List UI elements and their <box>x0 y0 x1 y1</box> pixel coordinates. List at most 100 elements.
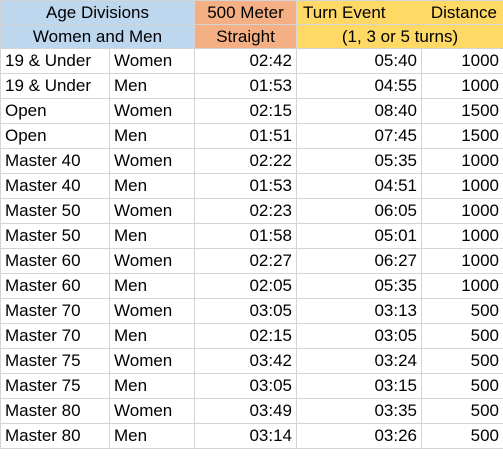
gender-cell[interactable]: Men <box>109 223 195 249</box>
straight-time-cell[interactable]: 03:05 <box>194 298 297 324</box>
distance-cell[interactable]: 1000 <box>420 148 503 174</box>
gender-cell[interactable]: Men <box>109 73 195 99</box>
table-row: Master 60 Women 02:27 06:27 1000 <box>0 248 503 274</box>
gender-cell[interactable]: Women <box>109 198 195 224</box>
turn-time-cell[interactable]: 03:26 <box>296 423 422 449</box>
table-row: Master 80 Women 03:49 03:35 500 <box>0 398 503 424</box>
distance-cell[interactable]: 500 <box>420 398 503 424</box>
gender-cell[interactable]: Men <box>109 373 195 399</box>
division-cell[interactable]: 19 & Under <box>0 73 110 99</box>
distance-cell[interactable]: 1000 <box>420 223 503 249</box>
turn-time-cell[interactable]: 06:27 <box>296 248 422 274</box>
division-cell[interactable]: Master 80 <box>0 423 110 449</box>
straight-time-cell[interactable]: 02:22 <box>194 148 297 174</box>
division-cell[interactable]: Master 80 <box>0 398 110 424</box>
distance-cell[interactable]: 1000 <box>420 273 503 299</box>
turn-time-cell[interactable]: 05:35 <box>296 148 422 174</box>
turn-time-cell[interactable]: 07:45 <box>296 123 422 149</box>
straight-time-cell[interactable]: 03:49 <box>194 398 297 424</box>
division-cell[interactable]: Master 60 <box>0 248 110 274</box>
distance-cell[interactable]: 500 <box>420 298 503 324</box>
table-row: Master 70 Men 02:15 03:05 500 <box>0 323 503 349</box>
header-row-2: Women and Men Straight (1, 3 or 5 turns) <box>0 24 503 49</box>
gender-cell[interactable]: Women <box>109 348 195 374</box>
turn-time-cell[interactable]: 03:24 <box>296 348 422 374</box>
distance-cell[interactable]: 1000 <box>420 248 503 274</box>
distance-header: Distance <box>430 3 498 22</box>
division-cell[interactable]: Master 75 <box>0 348 110 374</box>
gender-cell[interactable]: Men <box>109 273 195 299</box>
gender-cell[interactable]: Men <box>109 423 195 449</box>
age-divisions-subheader[interactable]: Women and Men <box>0 24 195 49</box>
turn-time-cell[interactable]: 08:40 <box>296 98 422 124</box>
gender-cell[interactable]: Women <box>109 148 195 174</box>
straight-time-cell[interactable]: 01:51 <box>194 123 297 149</box>
distance-cell[interactable]: 500 <box>420 423 503 449</box>
turn-time-cell[interactable]: 04:55 <box>296 73 422 99</box>
straight-time-cell[interactable]: 01:53 <box>194 73 297 99</box>
turn-time-cell[interactable]: 05:01 <box>296 223 422 249</box>
division-cell[interactable]: Master 50 <box>0 223 110 249</box>
distance-cell[interactable]: 1000 <box>420 173 503 199</box>
division-cell[interactable]: Master 50 <box>0 198 110 224</box>
turn-time-cell[interactable]: 03:35 <box>296 398 422 424</box>
straight-time-cell[interactable]: 03:42 <box>194 348 297 374</box>
turn-time-cell[interactable]: 04:51 <box>296 173 422 199</box>
division-cell[interactable]: Master 70 <box>0 323 110 349</box>
age-divisions-header[interactable]: Age Divisions <box>0 0 195 25</box>
turns-note-header[interactable]: (1, 3 or 5 turns) <box>295 24 503 49</box>
gender-cell[interactable]: Women <box>109 398 195 424</box>
division-cell[interactable]: Open <box>0 98 110 124</box>
distance-cell[interactable]: 1000 <box>420 73 503 99</box>
gender-cell[interactable]: Women <box>109 298 195 324</box>
turn-time-cell[interactable]: 03:13 <box>296 298 422 324</box>
distance-cell[interactable]: 500 <box>420 323 503 349</box>
straight-header[interactable]: 500 Meter <box>194 0 297 25</box>
turn-time-cell[interactable]: 05:40 <box>296 48 422 74</box>
distance-cell[interactable]: 500 <box>420 348 503 374</box>
division-cell[interactable]: Master 60 <box>0 273 110 299</box>
gender-cell[interactable]: Women <box>109 248 195 274</box>
division-cell[interactable]: Master 40 <box>0 173 110 199</box>
straight-time-cell[interactable]: 01:53 <box>194 173 297 199</box>
straight-time-cell[interactable]: 02:15 <box>194 98 297 124</box>
table-row: Master 40 Men 01:53 04:51 1000 <box>0 173 503 199</box>
table-row: Master 50 Women 02:23 06:05 1000 <box>0 198 503 224</box>
gender-cell[interactable]: Men <box>109 173 195 199</box>
distance-cell[interactable]: 1500 <box>420 98 503 124</box>
gender-cell[interactable]: Women <box>109 48 195 74</box>
straight-subheader[interactable]: Straight <box>194 24 297 49</box>
gender-cell[interactable]: Women <box>109 98 195 124</box>
results-table: Age Divisions 500 Meter Turn Event Dista… <box>0 0 503 449</box>
gender-cell[interactable]: Men <box>109 123 195 149</box>
division-cell[interactable]: Master 70 <box>0 298 110 324</box>
division-cell[interactable]: Master 40 <box>0 148 110 174</box>
straight-time-cell[interactable]: 03:05 <box>194 373 297 399</box>
turn-time-cell[interactable]: 06:05 <box>296 198 422 224</box>
division-cell[interactable]: Master 75 <box>0 373 110 399</box>
division-cell[interactable]: Open <box>0 123 110 149</box>
turn-time-cell[interactable]: 03:05 <box>296 323 422 349</box>
distance-cell[interactable]: 1000 <box>420 198 503 224</box>
table-row: Master 75 Women 03:42 03:24 500 <box>0 348 503 374</box>
distance-cell[interactable]: 1000 <box>420 48 503 74</box>
gender-cell[interactable]: Men <box>109 323 195 349</box>
straight-time-cell[interactable]: 02:42 <box>194 48 297 74</box>
straight-time-cell[interactable]: 02:05 <box>194 273 297 299</box>
distance-cell[interactable]: 500 <box>420 373 503 399</box>
turn-time-cell[interactable]: 03:15 <box>296 373 422 399</box>
straight-time-cell[interactable]: 02:15 <box>194 323 297 349</box>
table-row: 19 & Under Women 02:42 05:40 1000 <box>0 48 503 74</box>
straight-time-cell[interactable]: 02:27 <box>194 248 297 274</box>
table-row: 19 & Under Men 01:53 04:55 1000 <box>0 73 503 99</box>
table-row: Master 50 Men 01:58 05:01 1000 <box>0 223 503 249</box>
straight-time-cell[interactable]: 02:23 <box>194 198 297 224</box>
table-row: Master 70 Women 03:05 03:13 500 <box>0 298 503 324</box>
straight-time-cell[interactable]: 01:58 <box>194 223 297 249</box>
division-cell[interactable]: 19 & Under <box>0 48 110 74</box>
table-row: Open Women 02:15 08:40 1500 <box>0 98 503 124</box>
distance-cell[interactable]: 1500 <box>420 123 503 149</box>
turn-time-cell[interactable]: 05:35 <box>296 273 422 299</box>
straight-time-cell[interactable]: 03:14 <box>194 423 297 449</box>
turn-distance-header[interactable]: Turn Event Distance <box>295 0 503 25</box>
